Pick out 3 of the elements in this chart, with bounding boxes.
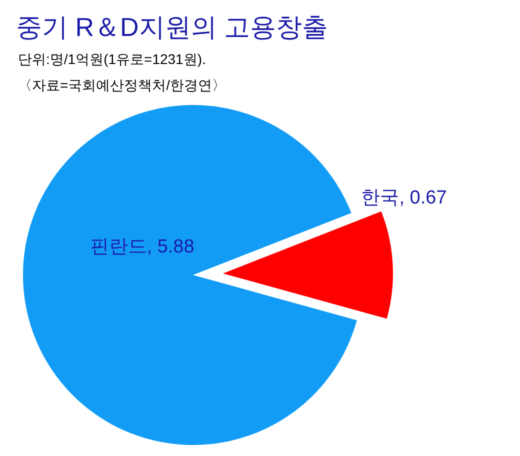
title: 중기 R＆D지원의 고용창출 bbox=[16, 12, 328, 42]
annotation: 〈자료=국회예산정책처/한경연〉 bbox=[18, 77, 226, 93]
subtitle: 단위:명/1억원(1유로=1231원). bbox=[18, 51, 206, 67]
